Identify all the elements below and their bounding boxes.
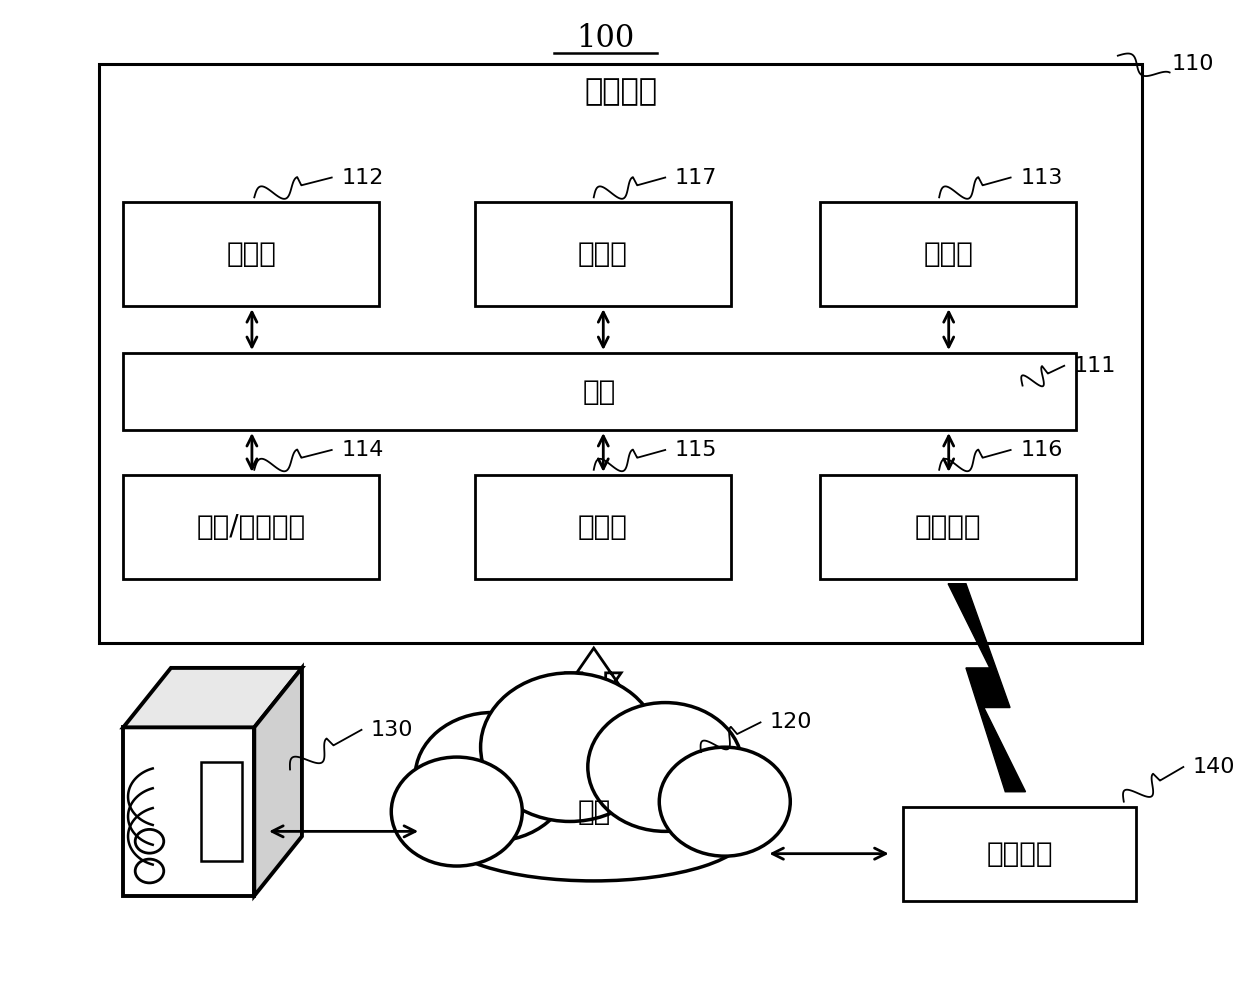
Text: 总线: 总线: [583, 378, 616, 406]
Bar: [123, 475, 379, 578]
Text: 通信模块: 通信模块: [915, 512, 981, 540]
Bar: [123, 203, 379, 307]
Text: 115: 115: [675, 440, 717, 460]
Text: 电子设备: 电子设备: [584, 77, 657, 106]
Bar: [904, 806, 1136, 901]
Text: 120: 120: [770, 712, 812, 732]
Text: 输入/输出模块: 输入/输出模块: [197, 512, 306, 540]
Bar: [475, 203, 730, 307]
Text: 存储器: 存储器: [923, 241, 973, 269]
Text: 130: 130: [371, 720, 413, 740]
Ellipse shape: [392, 757, 522, 866]
Ellipse shape: [588, 702, 743, 831]
Text: 处理器: 处理器: [227, 241, 277, 269]
Text: 111: 111: [1074, 356, 1116, 376]
Text: 117: 117: [675, 168, 717, 188]
Bar: [820, 203, 1076, 307]
Text: 电子设备: 电子设备: [986, 840, 1053, 868]
Text: 网络: 网络: [577, 797, 610, 825]
Text: 100: 100: [577, 23, 635, 54]
Text: 116: 116: [1021, 440, 1063, 460]
Ellipse shape: [481, 673, 660, 821]
Bar: [99, 64, 1142, 643]
Polygon shape: [949, 583, 1025, 792]
Text: 物理键: 物理键: [578, 241, 627, 269]
Polygon shape: [123, 668, 301, 727]
Polygon shape: [567, 648, 621, 712]
Text: 110: 110: [1172, 54, 1214, 74]
Text: 113: 113: [1021, 168, 1063, 188]
Text: 显示器: 显示器: [578, 512, 627, 540]
Ellipse shape: [660, 747, 790, 856]
Text: 140: 140: [1193, 757, 1235, 777]
Polygon shape: [123, 727, 254, 896]
Polygon shape: [254, 668, 301, 896]
Bar: [475, 475, 730, 578]
Ellipse shape: [415, 712, 570, 841]
Bar: [123, 353, 1076, 431]
Bar: [201, 762, 242, 861]
Text: 114: 114: [341, 440, 383, 460]
Text: 112: 112: [341, 168, 383, 188]
Bar: [820, 475, 1076, 578]
Ellipse shape: [439, 782, 749, 881]
